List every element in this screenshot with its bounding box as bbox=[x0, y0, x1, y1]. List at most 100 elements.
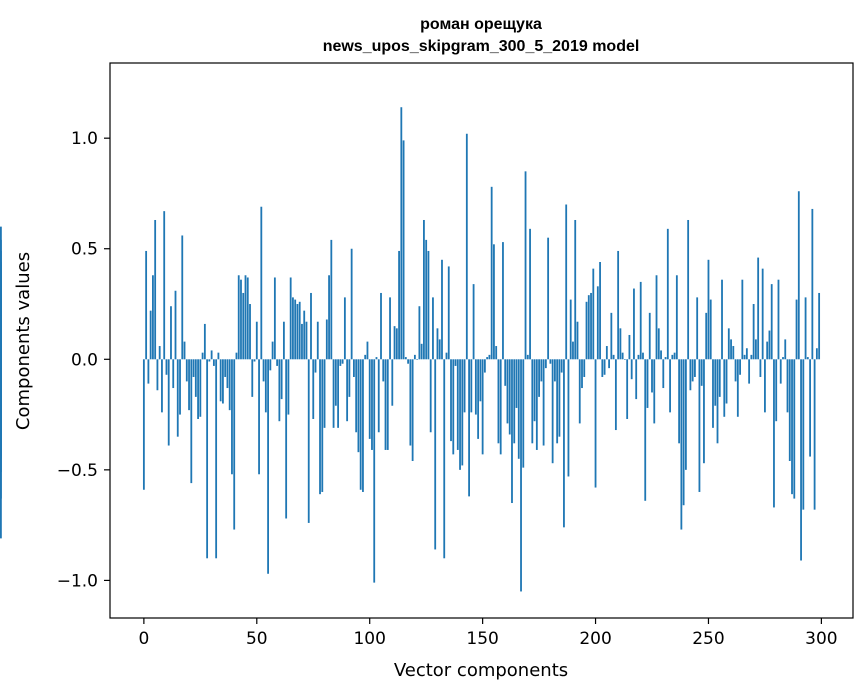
bar bbox=[506, 359, 509, 424]
bar bbox=[757, 257, 760, 360]
bar bbox=[520, 359, 522, 592]
bar bbox=[463, 359, 466, 413]
bar bbox=[743, 354, 746, 360]
bar bbox=[624, 359, 626, 360]
bar bbox=[465, 133, 468, 360]
bar bbox=[461, 359, 464, 466]
bar bbox=[791, 359, 793, 495]
bar bbox=[321, 359, 324, 492]
bar bbox=[754, 339, 757, 360]
bar bbox=[237, 275, 240, 360]
bar bbox=[651, 359, 653, 393]
bar bbox=[289, 277, 292, 360]
bar bbox=[709, 299, 712, 360]
y-tick-label: 0.0 bbox=[71, 350, 98, 370]
bar bbox=[691, 359, 694, 382]
bar bbox=[511, 359, 513, 504]
bar bbox=[217, 352, 220, 360]
bar bbox=[0, 359, 2, 369]
bar bbox=[750, 354, 753, 360]
bar bbox=[199, 359, 202, 417]
bar bbox=[490, 186, 493, 360]
x-axis-ticks: 0 50 100 150 200 250 300 bbox=[138, 618, 838, 649]
bar bbox=[563, 359, 565, 528]
bar bbox=[294, 299, 297, 360]
x-tick-label: 50 bbox=[246, 629, 268, 649]
bar bbox=[386, 359, 389, 450]
bar bbox=[572, 341, 574, 360]
bar bbox=[472, 284, 475, 360]
bar bbox=[328, 275, 330, 360]
bar bbox=[642, 352, 644, 360]
bar bbox=[621, 352, 624, 360]
bar bbox=[201, 352, 204, 360]
bar bbox=[583, 359, 586, 377]
bar bbox=[305, 321, 308, 360]
bar bbox=[395, 328, 398, 360]
bar bbox=[332, 359, 335, 428]
bar bbox=[578, 359, 581, 424]
bar bbox=[748, 359, 751, 384]
x-axis-label: Vector components bbox=[394, 660, 568, 681]
bar bbox=[590, 292, 592, 360]
x-tick-label: 150 bbox=[466, 629, 498, 649]
bar bbox=[264, 359, 267, 413]
bar bbox=[371, 359, 373, 450]
bar bbox=[766, 341, 769, 360]
bar bbox=[560, 359, 563, 373]
bar bbox=[596, 286, 599, 360]
bar bbox=[273, 277, 276, 360]
bar bbox=[436, 328, 439, 360]
bar bbox=[689, 359, 692, 391]
bar bbox=[524, 171, 527, 360]
bar bbox=[269, 359, 272, 371]
y-tick-label: −0.5 bbox=[57, 461, 98, 481]
x-tick-label: 0 bbox=[138, 629, 149, 649]
bar bbox=[147, 359, 150, 384]
bar bbox=[389, 297, 391, 360]
bar bbox=[682, 359, 685, 506]
bar bbox=[673, 352, 676, 360]
bar bbox=[800, 359, 802, 561]
bar bbox=[815, 348, 818, 360]
bar bbox=[712, 359, 714, 428]
bar bbox=[185, 359, 188, 382]
bar bbox=[179, 359, 181, 415]
bar bbox=[0, 239, 2, 360]
bar bbox=[788, 359, 791, 461]
bar bbox=[226, 359, 229, 389]
bar bbox=[529, 228, 531, 360]
bar bbox=[696, 297, 699, 360]
bar bbox=[188, 359, 190, 411]
bar bbox=[804, 297, 807, 360]
y-tick-label: −1.0 bbox=[57, 571, 98, 591]
bar bbox=[718, 359, 721, 397]
bar bbox=[664, 357, 667, 360]
bar bbox=[145, 250, 148, 360]
bar bbox=[267, 359, 269, 574]
bar bbox=[470, 359, 473, 413]
bar bbox=[459, 359, 461, 470]
bar bbox=[612, 354, 615, 360]
bar bbox=[233, 359, 236, 530]
bar bbox=[603, 359, 606, 375]
bar bbox=[343, 297, 346, 360]
bar bbox=[357, 359, 360, 453]
bar bbox=[813, 359, 816, 510]
bar bbox=[565, 204, 568, 360]
bar bbox=[721, 279, 723, 360]
bar bbox=[777, 279, 780, 360]
chart-title-line1: роман орещука bbox=[420, 16, 542, 33]
bar bbox=[341, 359, 344, 364]
bar bbox=[441, 259, 443, 360]
bar bbox=[170, 306, 172, 360]
bar bbox=[224, 359, 227, 377]
bar bbox=[373, 359, 376, 583]
bar bbox=[608, 359, 610, 369]
bar bbox=[425, 239, 428, 360]
bar bbox=[488, 354, 491, 360]
bar bbox=[526, 354, 529, 360]
bar bbox=[413, 354, 416, 360]
bar bbox=[531, 359, 534, 444]
bar bbox=[301, 323, 303, 360]
